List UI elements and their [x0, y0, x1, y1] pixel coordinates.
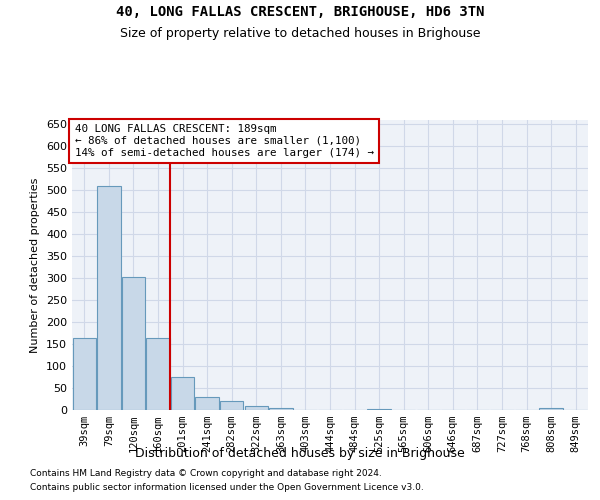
Bar [245, 406, 268, 410]
Text: 40 LONG FALLAS CRESCENT: 189sqm
← 86% of detached houses are smaller (1,100)
14%: 40 LONG FALLAS CRESCENT: 189sqm ← 86% of… [74, 124, 374, 158]
Text: Size of property relative to detached houses in Brighouse: Size of property relative to detached ho… [120, 28, 480, 40]
Bar [73, 338, 96, 410]
Text: Contains HM Land Registry data © Crown copyright and database right 2024.: Contains HM Land Registry data © Crown c… [30, 468, 382, 477]
Bar [367, 408, 391, 410]
Y-axis label: Number of detached properties: Number of detached properties [31, 178, 40, 352]
Bar [171, 377, 194, 410]
Text: 40, LONG FALLAS CRESCENT, BRIGHOUSE, HD6 3TN: 40, LONG FALLAS CRESCENT, BRIGHOUSE, HD6… [116, 5, 484, 19]
Bar [122, 278, 145, 410]
Bar [196, 397, 219, 410]
Text: Contains public sector information licensed under the Open Government Licence v3: Contains public sector information licen… [30, 484, 424, 492]
Bar [220, 401, 244, 410]
Bar [97, 186, 121, 410]
Bar [269, 408, 293, 410]
Bar [539, 408, 563, 410]
Bar [146, 338, 170, 410]
Text: Distribution of detached houses by size in Brighouse: Distribution of detached houses by size … [135, 448, 465, 460]
